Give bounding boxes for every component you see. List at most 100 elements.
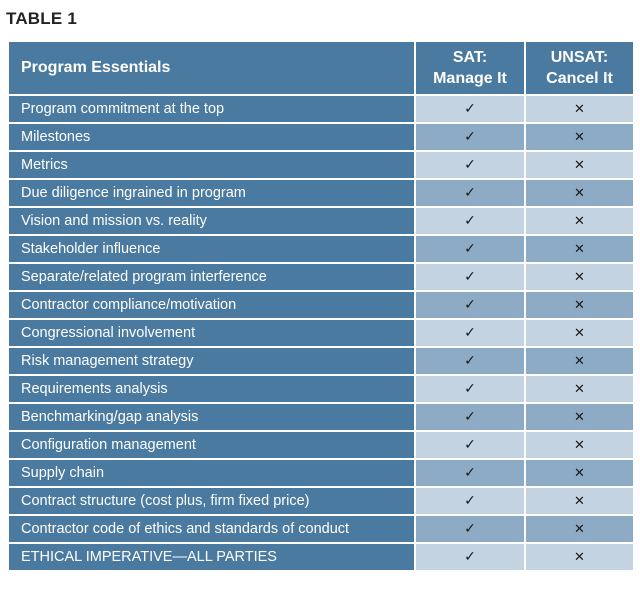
row-label: Stakeholder influence (7, 234, 416, 264)
unsat-cell: ✕ (524, 206, 635, 236)
unsat-cell: ✕ (524, 318, 635, 348)
header-sat: SAT: Manage It (414, 40, 526, 96)
sat-cell: ✓ (414, 150, 526, 180)
header-unsat-line1: UNSAT: (550, 49, 609, 66)
sat-cell: ✓ (414, 374, 526, 404)
table-caption: TABLE 1 (6, 9, 77, 28)
table-row: Benchmarking/gap analysis ✓ ✕ (7, 402, 635, 432)
unsat-cell: ✕ (524, 430, 635, 460)
unsat-cell: ✕ (524, 150, 635, 180)
table-row: Program commitment at the top ✓ ✕ (7, 94, 635, 124)
table-row: Configuration management ✓ ✕ (7, 430, 635, 460)
cross-icon: ✕ (574, 466, 585, 481)
checkmark-icon: ✓ (464, 325, 476, 341)
checkmark-icon: ✓ (464, 437, 476, 453)
row-label: Benchmarking/gap analysis (7, 402, 416, 432)
row-label: Congressional involvement (7, 318, 416, 348)
cross-icon: ✕ (574, 410, 585, 425)
checkmark-icon: ✓ (464, 101, 476, 117)
cross-icon: ✕ (574, 130, 585, 145)
unsat-cell: ✕ (524, 290, 635, 320)
unsat-cell: ✕ (524, 458, 635, 488)
sat-cell: ✓ (414, 430, 526, 460)
program-essentials-table: Program Essentials SAT: Manage It UNSAT:… (7, 40, 635, 572)
header-sat-line1: SAT: (452, 49, 488, 66)
row-label: Separate/related program interference (7, 262, 416, 292)
unsat-cell: ✕ (524, 402, 635, 432)
row-label: Program commitment at the top (7, 94, 416, 124)
checkmark-icon: ✓ (464, 493, 476, 509)
row-label: Metrics (7, 150, 416, 180)
cross-icon: ✕ (574, 102, 585, 117)
unsat-cell: ✕ (524, 94, 635, 124)
table-row: ETHICAL IMPERATIVE—ALL PARTIES ✓ ✕ (7, 542, 635, 572)
checkmark-icon: ✓ (464, 465, 476, 481)
unsat-cell: ✕ (524, 234, 635, 264)
cross-icon: ✕ (574, 550, 585, 565)
row-label: Requirements analysis (7, 374, 416, 404)
checkmark-icon: ✓ (464, 297, 476, 313)
unsat-cell: ✕ (524, 178, 635, 208)
sat-cell: ✓ (414, 514, 526, 544)
row-label: Contractor code of ethics and standards … (7, 514, 416, 544)
cross-icon: ✕ (574, 326, 585, 341)
sat-cell: ✓ (414, 262, 526, 292)
sat-cell: ✓ (414, 290, 526, 320)
table-row: Due diligence ingrained in program ✓ ✕ (7, 178, 635, 208)
unsat-cell: ✕ (524, 346, 635, 376)
table-row: Contractor code of ethics and standards … (7, 514, 635, 544)
table-row: Contractor compliance/motivation ✓ ✕ (7, 290, 635, 320)
sat-cell: ✓ (414, 122, 526, 152)
row-label: Vision and mission vs. reality (7, 206, 416, 236)
sat-cell: ✓ (414, 178, 526, 208)
sat-cell: ✓ (414, 318, 526, 348)
table-row: Requirements analysis ✓ ✕ (7, 374, 635, 404)
sat-cell: ✓ (414, 234, 526, 264)
checkmark-icon: ✓ (464, 409, 476, 425)
checkmark-icon: ✓ (464, 185, 476, 201)
row-label: Contractor compliance/motivation (7, 290, 416, 320)
sat-cell: ✓ (414, 94, 526, 124)
unsat-cell: ✕ (524, 514, 635, 544)
table-row: Milestones ✓ ✕ (7, 122, 635, 152)
sat-cell: ✓ (414, 542, 526, 572)
row-label: Supply chain (7, 458, 416, 488)
checkmark-icon: ✓ (464, 549, 476, 565)
row-label: Milestones (7, 122, 416, 152)
cross-icon: ✕ (574, 242, 585, 257)
table-row: Metrics ✓ ✕ (7, 150, 635, 180)
table-row: Vision and mission vs. reality ✓ ✕ (7, 206, 635, 236)
row-label: Contract structure (cost plus, firm fixe… (7, 486, 416, 516)
checkmark-icon: ✓ (464, 353, 476, 369)
sat-cell: ✓ (414, 486, 526, 516)
sat-cell: ✓ (414, 458, 526, 488)
sat-cell: ✓ (414, 206, 526, 236)
header-sat-line2: Manage It (433, 70, 507, 87)
cross-icon: ✕ (574, 354, 585, 369)
table-row: Risk management strategy ✓ ✕ (7, 346, 635, 376)
row-label: Due diligence ingrained in program (7, 178, 416, 208)
unsat-cell: ✕ (524, 374, 635, 404)
table-header-row: Program Essentials SAT: Manage It UNSAT:… (7, 40, 635, 96)
cross-icon: ✕ (574, 438, 585, 453)
checkmark-icon: ✓ (464, 213, 476, 229)
checkmark-icon: ✓ (464, 269, 476, 285)
unsat-cell: ✕ (524, 542, 635, 572)
checkmark-icon: ✓ (464, 521, 476, 537)
table-row: Separate/related program interference ✓ … (7, 262, 635, 292)
table-row: Congressional involvement ✓ ✕ (7, 318, 635, 348)
table-row: Contract structure (cost plus, firm fixe… (7, 486, 635, 516)
cross-icon: ✕ (574, 186, 585, 201)
checkmark-icon: ✓ (464, 241, 476, 257)
checkmark-icon: ✓ (464, 381, 476, 397)
unsat-cell: ✕ (524, 262, 635, 292)
cross-icon: ✕ (574, 522, 585, 537)
unsat-cell: ✕ (524, 486, 635, 516)
header-unsat-line2: Cancel It (546, 70, 613, 87)
cross-icon: ✕ (574, 494, 585, 509)
table-row: Supply chain ✓ ✕ (7, 458, 635, 488)
cross-icon: ✕ (574, 270, 585, 285)
row-label: Configuration management (7, 430, 416, 460)
header-program-essentials: Program Essentials (7, 40, 416, 96)
cross-icon: ✕ (574, 382, 585, 397)
